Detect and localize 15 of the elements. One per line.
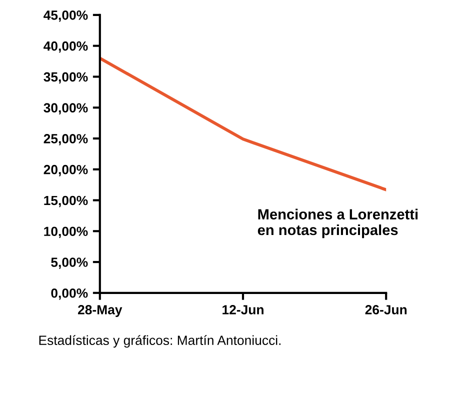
y-tick-label: 10,00% — [44, 226, 88, 238]
y-tick-label: 0,00% — [51, 288, 88, 300]
y-tick-label: 20,00% — [44, 164, 88, 176]
y-tick-label: 5,00% — [51, 258, 88, 269]
y-tick-label: 45,00% — [44, 10, 88, 22]
text: Estadísticas y gráficos: Martín Antoniucci. — [39, 335, 281, 348]
x-tick-label: 28-May — [78, 305, 122, 318]
y-tick-label: 40,00% — [44, 41, 88, 53]
annotation: Menciones a Lorenzetti en notas principales — [258, 208, 418, 238]
x-tick-label: 12-Jun — [222, 305, 264, 314]
y-tick-label: 35,00% — [44, 72, 88, 84]
y-tick-label: 30,00% — [44, 103, 88, 114]
y-tick-label: 25,00% — [44, 134, 88, 146]
y-tick-label: 15,00% — [44, 196, 88, 208]
x-tick-label: 26-Jun — [365, 305, 407, 314]
